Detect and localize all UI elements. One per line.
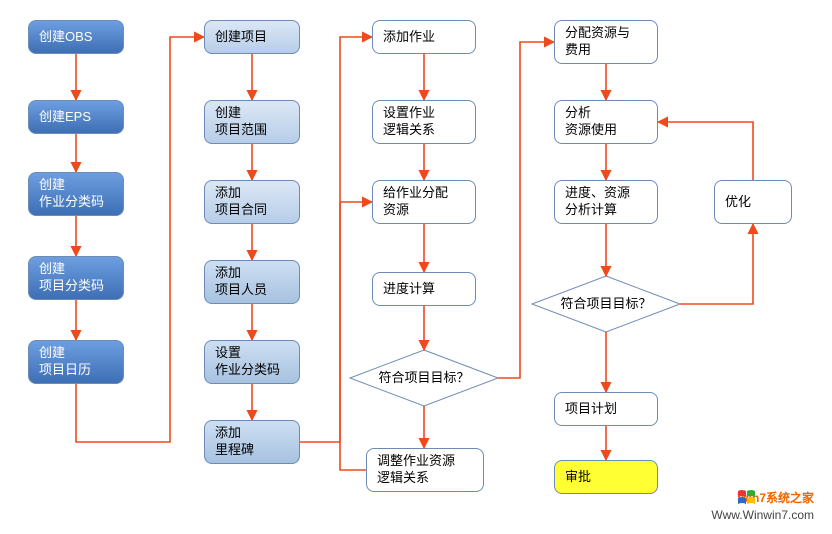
watermark-line1: Win7系统之家 bbox=[737, 489, 814, 506]
diamond-d2: 符合项目目标？ bbox=[532, 276, 680, 332]
node-c4b: 分析 资源使用 bbox=[554, 100, 658, 144]
node-c2a: 创建项目 bbox=[204, 20, 300, 54]
node-c4c: 进度、资源 分析计算 bbox=[554, 180, 658, 224]
node-c3b: 设置作业 逻辑关系 bbox=[372, 100, 476, 144]
windows-flag-icon bbox=[737, 489, 757, 505]
node-c4f: 审批 bbox=[554, 460, 658, 494]
node-c2d: 添加 项目人员 bbox=[204, 260, 300, 304]
node-c1b: 创建EPS bbox=[28, 100, 124, 134]
node-c1a: 创建OBS bbox=[28, 20, 124, 54]
node-c2b: 创建 项目范围 bbox=[204, 100, 300, 144]
node-c5: 优化 bbox=[714, 180, 792, 224]
node-c1e: 创建 项目日历 bbox=[28, 340, 124, 384]
node-c1c: 创建 作业分类码 bbox=[28, 172, 124, 216]
node-c2f: 添加 里程碑 bbox=[204, 420, 300, 464]
node-c4a: 分配资源与 费用 bbox=[554, 20, 658, 64]
node-c2e: 设置 作业分类码 bbox=[204, 340, 300, 384]
watermark-line2: Www.Winwin7.com bbox=[711, 508, 814, 522]
node-c4e: 项目计划 bbox=[554, 392, 658, 426]
node-c3c: 给作业分配 资源 bbox=[372, 180, 476, 224]
node-c1d: 创建 项目分类码 bbox=[28, 256, 124, 300]
flowchart-canvas: 创建OBS 创建EPS 创建 作业分类码创建 项目分类码创建 项目日历 创建项目创建 … bbox=[0, 0, 832, 534]
node-c3d: 进度计算 bbox=[372, 272, 476, 306]
node-c3f: 调整作业资源 逻辑关系 bbox=[366, 448, 484, 492]
node-c3a: 添加作业 bbox=[372, 20, 476, 54]
diamond-d1: 符合项目目标？ bbox=[350, 350, 498, 406]
node-c2c: 添加 项目合同 bbox=[204, 180, 300, 224]
